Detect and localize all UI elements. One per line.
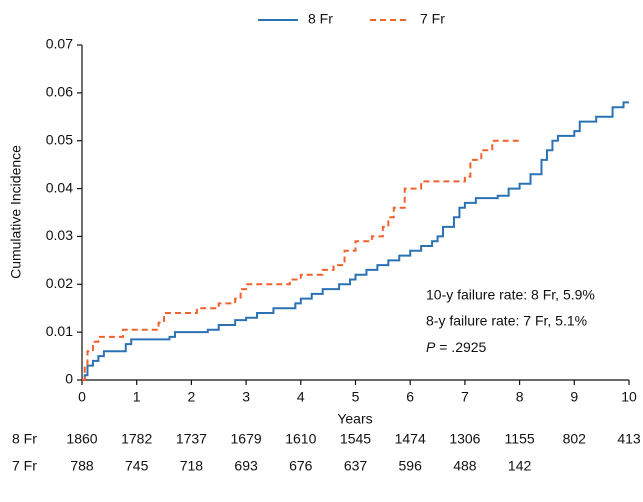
risk-value: 745 [125, 458, 149, 474]
risk-value: 413 [617, 431, 641, 447]
risk-value: 1306 [449, 431, 480, 447]
risk-value: 802 [563, 431, 587, 447]
risk-value: 142 [508, 458, 532, 474]
x-tick-label: 8 [516, 389, 524, 405]
risk-value: 1545 [340, 431, 371, 447]
risk-value: 1737 [176, 431, 207, 447]
risk-value: 596 [399, 458, 423, 474]
x-tick-label: 3 [242, 389, 250, 405]
risk-value: 1155 [505, 431, 535, 447]
x-tick-label: 10 [621, 389, 637, 405]
x-tick-label: 9 [570, 389, 578, 405]
risk-value: 488 [453, 458, 477, 474]
risk-value: 1860 [66, 431, 97, 447]
risk-value: 788 [70, 458, 94, 474]
risk-value: 1679 [231, 431, 262, 447]
annotation: 10-y failure rate: 8 Fr, 5.9% [426, 287, 595, 303]
x-tick-label: 2 [188, 389, 196, 405]
y-tick-label: 0.01 [46, 323, 73, 339]
y-tick-label: 0.02 [46, 275, 73, 291]
risk-value: 1782 [121, 431, 152, 447]
x-tick-label: 7 [461, 389, 469, 405]
risk-value: 693 [234, 458, 258, 474]
y-tick-label: 0.04 [46, 179, 73, 195]
x-tick-label: 0 [78, 389, 86, 405]
x-axis-label: Years [337, 411, 372, 427]
legend-label: 7 Fr [420, 11, 445, 27]
y-tick-label: 0.03 [46, 227, 73, 243]
y-tick-label: 0.05 [46, 131, 73, 147]
risk-value: 676 [289, 458, 313, 474]
series-line [82, 101, 629, 381]
x-tick-label: 1 [133, 389, 141, 405]
x-tick-label: 5 [352, 389, 360, 405]
risk-value: 1610 [285, 431, 316, 447]
y-axis-label: Cumulative Incidence [8, 145, 24, 279]
p-text: = .2925 [435, 339, 486, 355]
risk-value: 1474 [395, 431, 426, 447]
y-tick-label: 0.07 [46, 36, 73, 52]
risk-value: 637 [344, 458, 368, 474]
x-tick-label: 6 [406, 389, 414, 405]
risk-row-label: 8 Fr [12, 431, 37, 447]
y-tick-label: 0.06 [46, 84, 73, 100]
series-line [82, 139, 520, 381]
legend-label: 8 Fr [308, 11, 333, 27]
y-tick-label: 0 [65, 371, 73, 387]
risk-row-label: 7 Fr [12, 458, 37, 474]
x-tick-label: 4 [297, 389, 305, 405]
risk-value: 718 [180, 458, 204, 474]
p-symbol: P [426, 339, 436, 355]
annotation: 8-y failure rate: 7 Fr, 5.1% [426, 313, 587, 329]
p-value: P = .2925 [426, 339, 487, 355]
